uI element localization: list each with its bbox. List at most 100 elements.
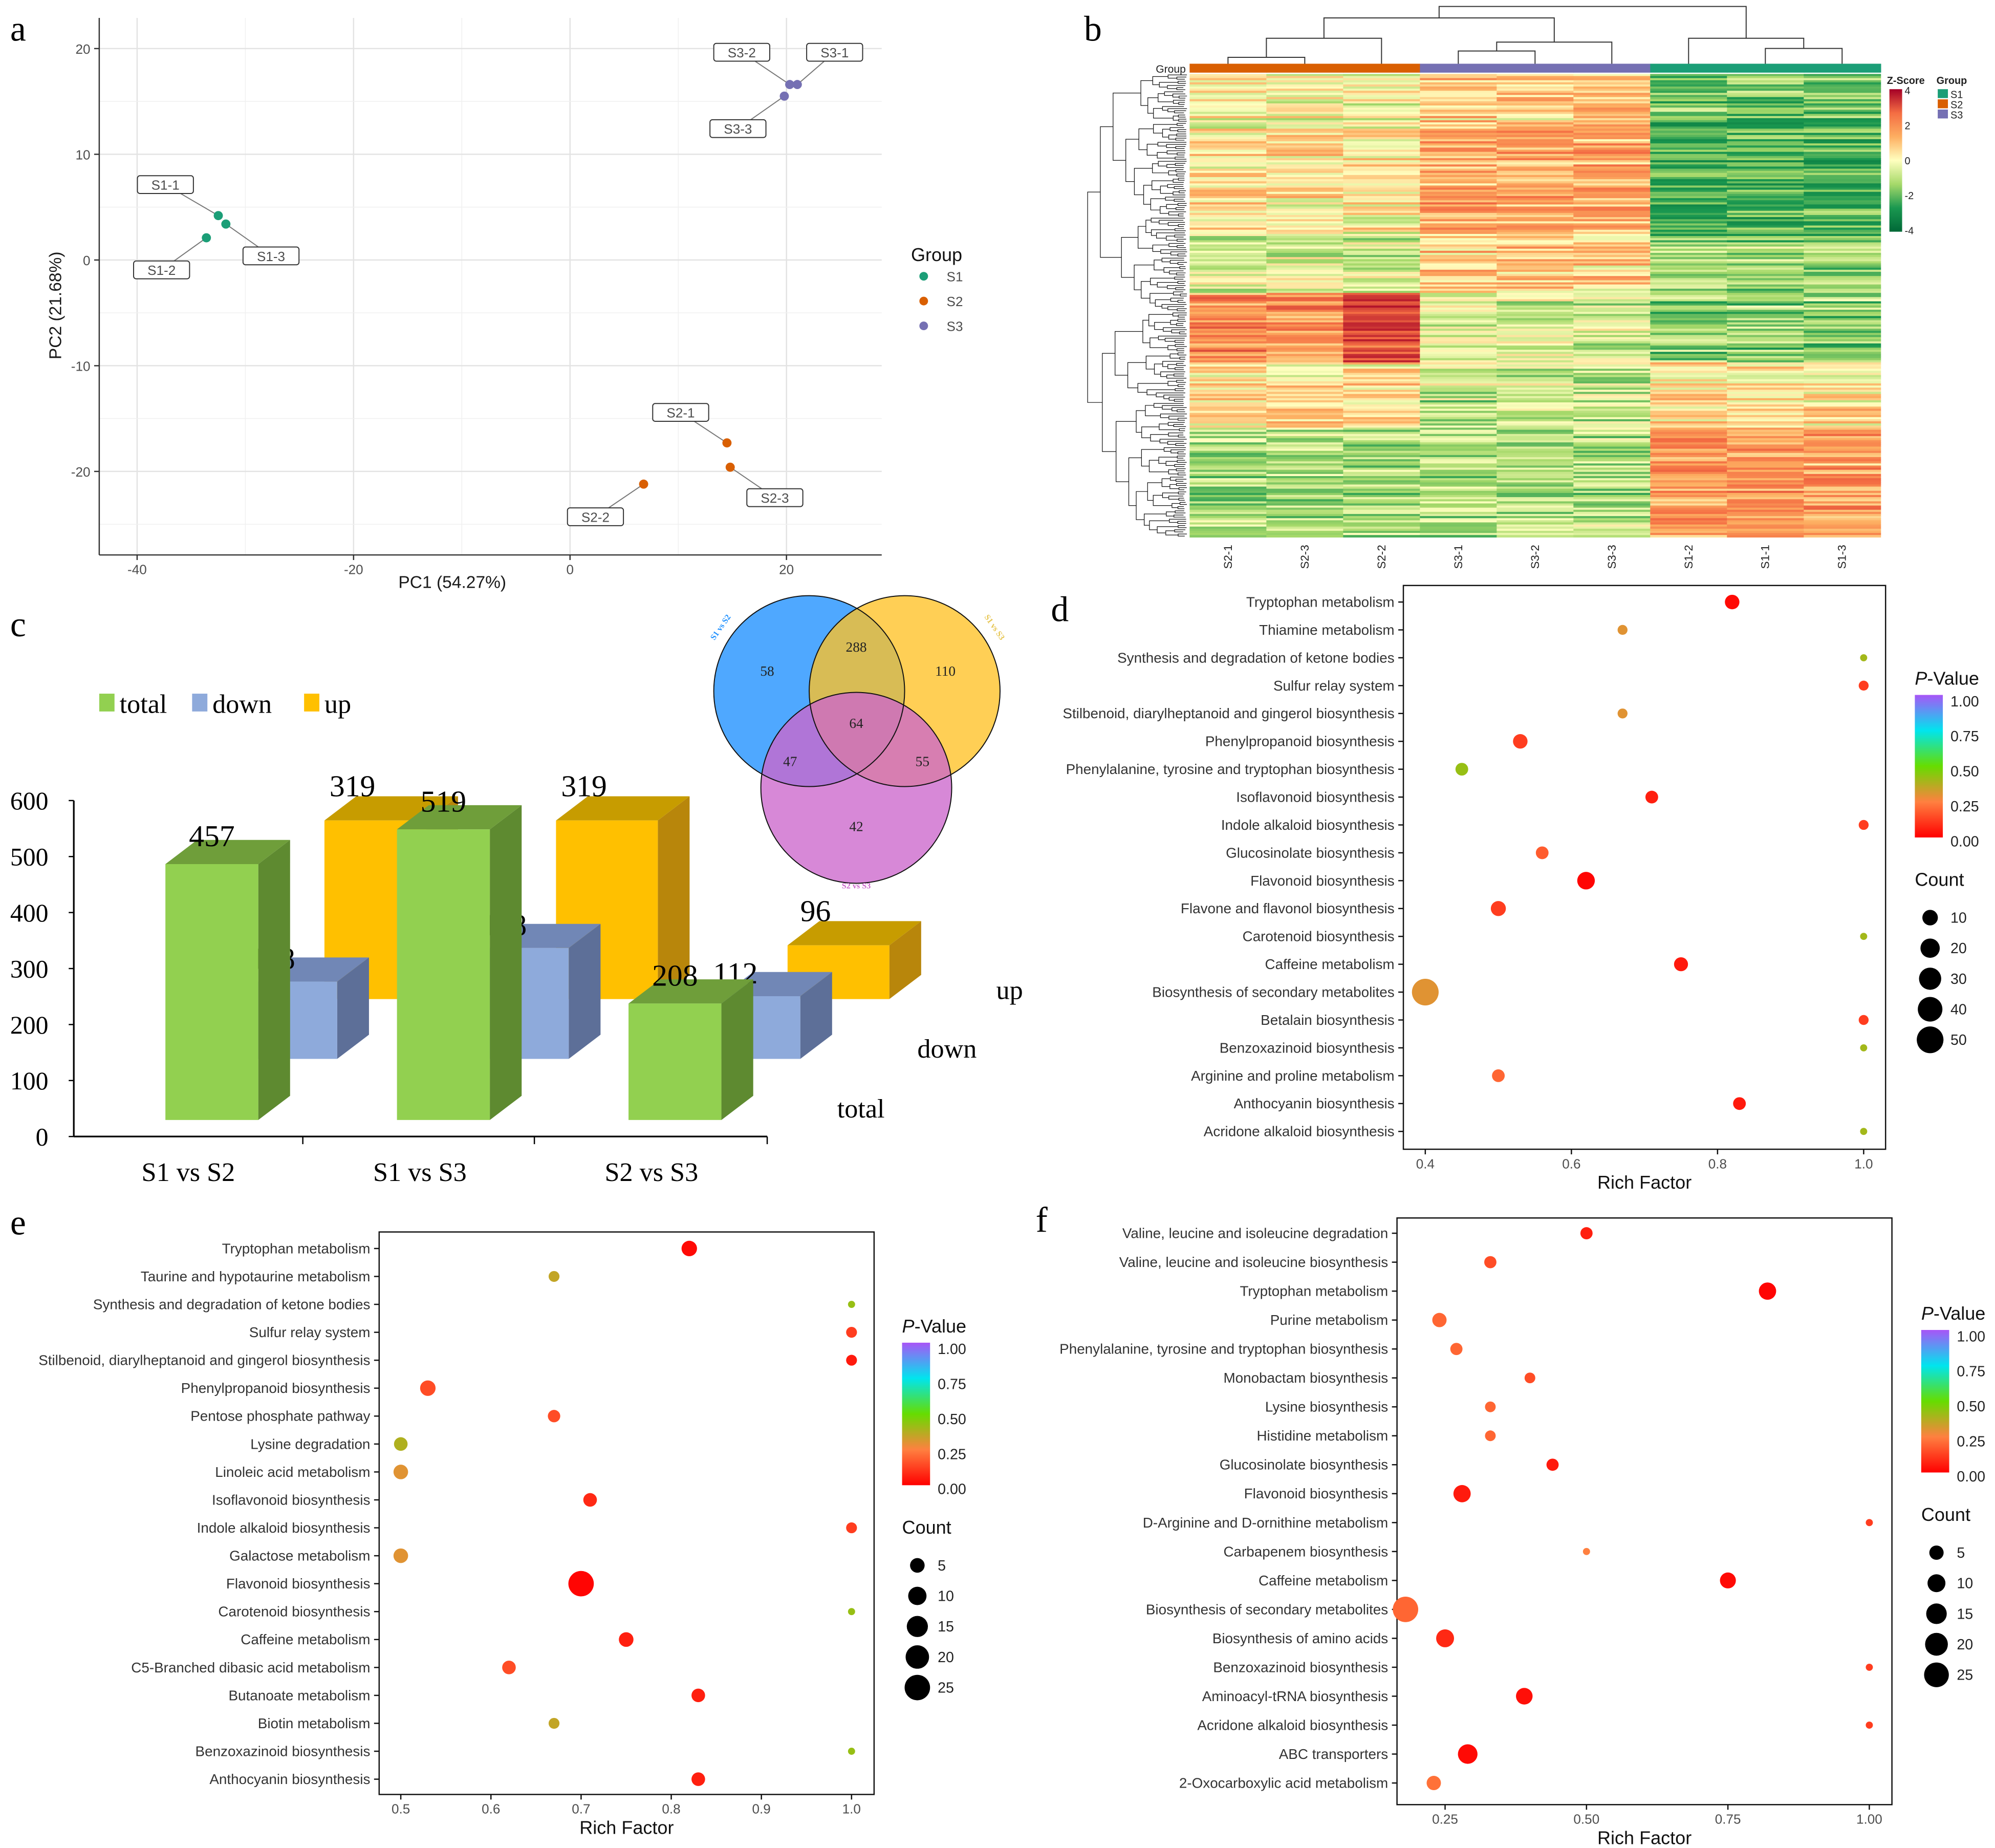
heatmap-cell bbox=[1497, 185, 1574, 188]
dendrogram-branch bbox=[1178, 119, 1187, 122]
heatmap-cell bbox=[1497, 261, 1574, 264]
heatmap-cell bbox=[1189, 335, 1267, 338]
heatmap-cell bbox=[1497, 280, 1574, 283]
heatmap-cell bbox=[1266, 291, 1344, 293]
heatmap-cell bbox=[1343, 206, 1421, 209]
legend-marker bbox=[919, 272, 928, 281]
heatmap-cell bbox=[1727, 427, 1805, 431]
pvalue-tick-label: 0.00 bbox=[1957, 1469, 1985, 1485]
heatmap-cell bbox=[1573, 348, 1651, 350]
heatmap-cell bbox=[1727, 415, 1805, 418]
heatmap-cell bbox=[1189, 291, 1267, 293]
heatmap-cell bbox=[1573, 352, 1651, 355]
heatmap-cell bbox=[1804, 210, 1881, 213]
dendrogram-branch bbox=[1102, 353, 1116, 452]
heatmap-cell bbox=[1650, 484, 1728, 487]
heatmap-cell bbox=[1189, 173, 1267, 176]
heatmap-cell bbox=[1727, 177, 1805, 180]
heatmap-cell bbox=[1420, 419, 1498, 422]
heatmap-cell bbox=[1343, 440, 1421, 443]
heatmap-cell bbox=[1727, 501, 1805, 504]
dendrogram-branch bbox=[1150, 277, 1175, 285]
bar-value-label: 319 bbox=[330, 769, 375, 803]
heatmap-cell bbox=[1497, 76, 1574, 79]
legend-label: up bbox=[324, 689, 351, 719]
dendrogram-branch bbox=[1176, 363, 1186, 366]
dendrogram-branch bbox=[1175, 287, 1186, 290]
heatmap-cell bbox=[1343, 331, 1421, 334]
heatmap-cell bbox=[1266, 377, 1344, 380]
dendrogram-branch bbox=[1146, 144, 1158, 156]
pathway-label: Valine, leucine and isoleucine biosynthe… bbox=[1119, 1254, 1388, 1270]
data-point bbox=[1725, 594, 1740, 610]
heatmap-cell bbox=[1266, 385, 1344, 388]
heatmap-cell bbox=[1727, 168, 1805, 171]
heatmap-cell bbox=[1727, 337, 1805, 340]
heatmap-cell bbox=[1727, 314, 1805, 317]
heatmap-cell bbox=[1343, 526, 1421, 529]
heatmap-cell bbox=[1727, 280, 1805, 283]
column-label: S3-1 bbox=[1452, 545, 1465, 569]
pathway-label: Biosynthesis of secondary metabolites bbox=[1146, 1601, 1388, 1617]
heatmap-cell bbox=[1804, 371, 1881, 374]
heatmap-cell bbox=[1727, 288, 1805, 291]
heatmap-cell bbox=[1266, 297, 1344, 300]
dendrogram-branch bbox=[1178, 314, 1187, 318]
heatmap-cell bbox=[1266, 293, 1344, 295]
heatmap-cell bbox=[1497, 257, 1574, 260]
heatmap-cell bbox=[1727, 206, 1805, 209]
heatmap-cell bbox=[1650, 345, 1728, 348]
heatmap-cell bbox=[1497, 345, 1574, 348]
heatmap-cell bbox=[1573, 108, 1651, 111]
heatmap-cell bbox=[1727, 181, 1805, 184]
heatmap-cell bbox=[1266, 469, 1344, 472]
column-label: S2-2 bbox=[1375, 545, 1388, 569]
heatmap-cell bbox=[1650, 425, 1728, 428]
heatmap-cell bbox=[1573, 381, 1651, 384]
heatmap-cell bbox=[1804, 442, 1881, 445]
dendrogram-branch bbox=[1166, 235, 1177, 241]
heatmap-cell bbox=[1573, 318, 1651, 321]
heatmap-cell bbox=[1497, 82, 1574, 85]
dendrogram-branch bbox=[1167, 108, 1187, 113]
heatmap-cell bbox=[1420, 436, 1498, 439]
dendrogram-branch bbox=[1178, 533, 1187, 536]
heatmap-cell bbox=[1343, 530, 1421, 533]
venn-region-count: 288 bbox=[846, 639, 867, 655]
heatmap-cell bbox=[1650, 381, 1728, 384]
heatmap-cell bbox=[1420, 459, 1498, 462]
heatmap-cell bbox=[1420, 175, 1498, 178]
heatmap-cell bbox=[1650, 459, 1728, 462]
point-label-box bbox=[567, 507, 624, 526]
heatmap-cell bbox=[1727, 505, 1805, 508]
heatmap-cell bbox=[1650, 364, 1728, 367]
heatmap-cell bbox=[1573, 457, 1651, 460]
heatmap-cell bbox=[1266, 318, 1344, 321]
heatmap-cell bbox=[1497, 291, 1574, 293]
heatmap-cell bbox=[1727, 242, 1805, 245]
heatmap-cell bbox=[1497, 143, 1574, 146]
heatmap-cell bbox=[1497, 356, 1574, 359]
heatmap-cell bbox=[1343, 354, 1421, 357]
heatmap-cell bbox=[1266, 76, 1344, 79]
y-tick-label: 400 bbox=[10, 899, 49, 927]
count-legend-marker bbox=[1920, 938, 1940, 958]
pathway-label: Acridone alkaloid biosynthesis bbox=[1197, 1717, 1388, 1733]
heatmap-cell bbox=[1420, 236, 1498, 239]
dendrogram-branch bbox=[1177, 352, 1187, 356]
count-legend-label: 15 bbox=[938, 1619, 954, 1635]
pathway-label: Betalain biosynthesis bbox=[1261, 1012, 1394, 1028]
heatmap-cell bbox=[1343, 108, 1421, 111]
heatmap-cell bbox=[1420, 362, 1498, 365]
heatmap-cell bbox=[1189, 326, 1267, 329]
heatmap-cell bbox=[1727, 385, 1805, 388]
count-legend-marker bbox=[1922, 910, 1938, 926]
heatmap-cell bbox=[1727, 91, 1805, 94]
heatmap-cell bbox=[1804, 419, 1881, 422]
heatmap-cell bbox=[1497, 417, 1574, 420]
heatmap-cell bbox=[1497, 438, 1574, 441]
heatmap-cell bbox=[1727, 392, 1805, 395]
pathway-label: C5-Branched dibasic acid metabolism bbox=[131, 1660, 370, 1675]
heatmap-cell bbox=[1727, 471, 1805, 475]
group-bar-cell bbox=[1650, 63, 1728, 73]
